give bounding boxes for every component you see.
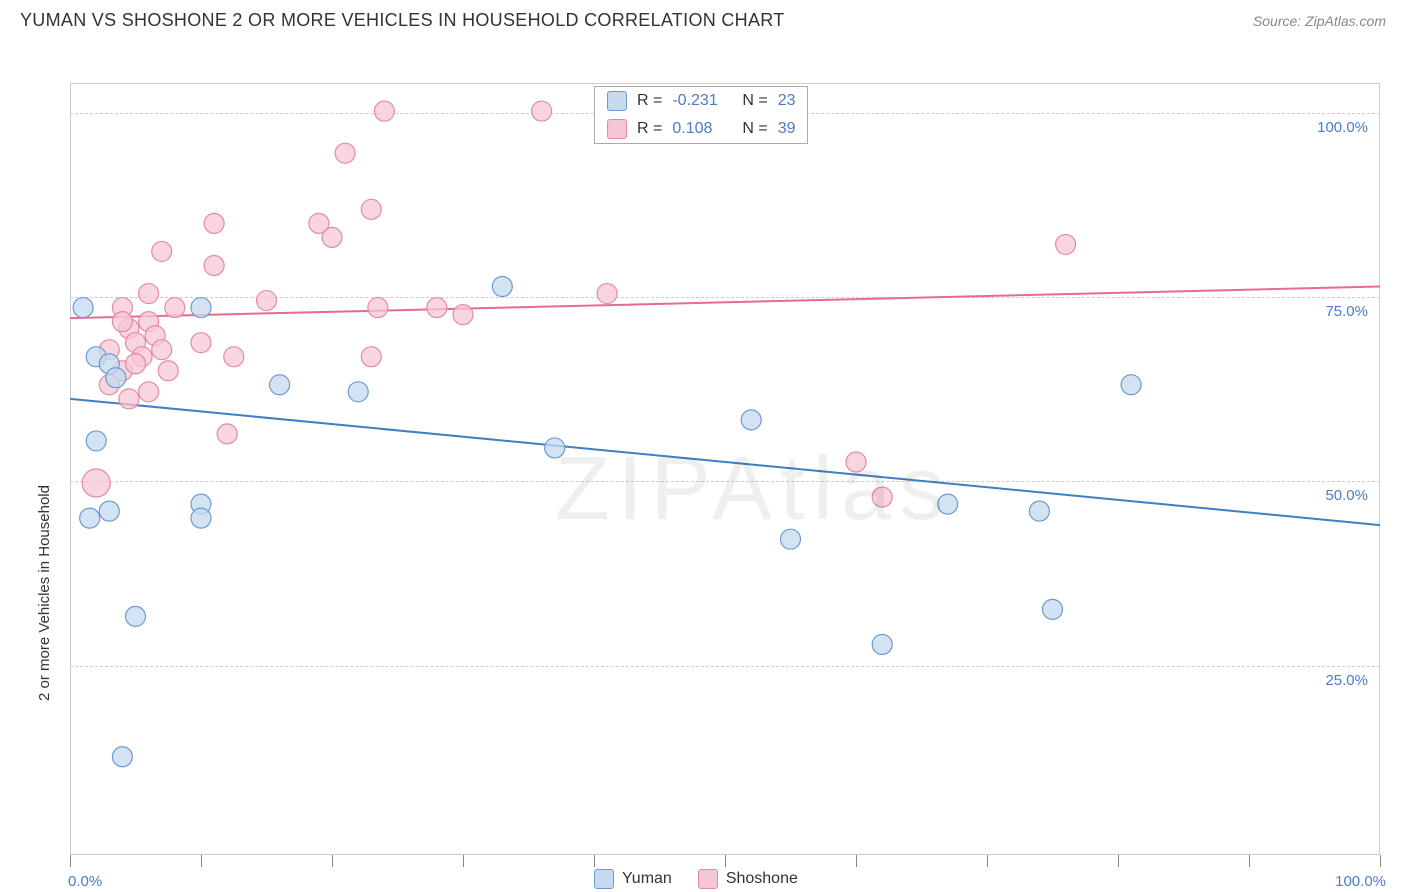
data-point (1056, 234, 1076, 254)
data-point (126, 354, 146, 374)
data-point (152, 241, 172, 261)
data-point (1121, 375, 1141, 395)
data-point (335, 143, 355, 163)
legend: Yuman Shoshone (594, 869, 798, 889)
n-label: N = (742, 92, 767, 110)
data-point (224, 347, 244, 367)
stats-row: R = 0.108 N = 39 (595, 115, 807, 143)
series-swatch (607, 119, 627, 139)
data-point (872, 634, 892, 654)
chart-source: Source: ZipAtlas.com (1253, 13, 1386, 29)
legend-label: Shoshone (726, 870, 798, 888)
data-point (257, 291, 277, 311)
data-point (741, 410, 761, 430)
chart-header: YUMAN VS SHOSHONE 2 OR MORE VEHICLES IN … (0, 0, 1406, 37)
legend-item: Shoshone (698, 869, 798, 889)
data-point (532, 101, 552, 121)
data-point (191, 298, 211, 318)
data-point (368, 298, 388, 318)
data-point (106, 368, 126, 388)
r-value: 0.108 (672, 120, 732, 138)
data-point (846, 452, 866, 472)
r-value: -0.231 (672, 92, 732, 110)
data-point (139, 382, 159, 402)
series-swatch (607, 91, 627, 111)
n-label: N = (742, 120, 767, 138)
data-point (139, 284, 159, 304)
r-label: R = (637, 120, 662, 138)
data-point (204, 255, 224, 275)
legend-item: Yuman (594, 869, 672, 889)
data-point (86, 431, 106, 451)
data-point (427, 298, 447, 318)
data-point (361, 199, 381, 219)
data-point (158, 361, 178, 381)
chart-area: 2 or more Vehicles in Household25.0%50.0… (20, 37, 1386, 877)
legend-label: Yuman (622, 870, 672, 888)
stats-box: R = -0.231 N = 23 R = 0.108 N = 39 (594, 86, 808, 144)
n-value: 23 (778, 92, 796, 110)
n-value: 39 (778, 120, 796, 138)
data-point (938, 494, 958, 514)
chart-svg (20, 37, 1386, 877)
data-point (597, 284, 617, 304)
data-point (781, 529, 801, 549)
data-point (1043, 599, 1063, 619)
data-point (126, 606, 146, 626)
data-point (112, 312, 132, 332)
data-point (204, 213, 224, 233)
data-point (361, 347, 381, 367)
data-point (217, 424, 237, 444)
data-point (82, 469, 110, 497)
data-point (165, 298, 185, 318)
data-point (492, 277, 512, 297)
r-label: R = (637, 92, 662, 110)
data-point (119, 389, 139, 409)
data-point (374, 101, 394, 121)
data-point (453, 305, 473, 325)
data-point (270, 375, 290, 395)
stats-row: R = -0.231 N = 23 (595, 87, 807, 115)
data-point (191, 508, 211, 528)
data-point (99, 501, 119, 521)
trend-line (70, 399, 1380, 525)
data-point (73, 298, 93, 318)
data-point (872, 487, 892, 507)
data-point (152, 340, 172, 360)
data-point (112, 747, 132, 767)
chart-title: YUMAN VS SHOSHONE 2 OR MORE VEHICLES IN … (20, 10, 785, 31)
data-point (322, 227, 342, 247)
data-point (545, 438, 565, 458)
legend-swatch (698, 869, 718, 889)
legend-swatch (594, 869, 614, 889)
data-point (191, 333, 211, 353)
data-point (80, 508, 100, 528)
data-point (348, 382, 368, 402)
data-point (1029, 501, 1049, 521)
